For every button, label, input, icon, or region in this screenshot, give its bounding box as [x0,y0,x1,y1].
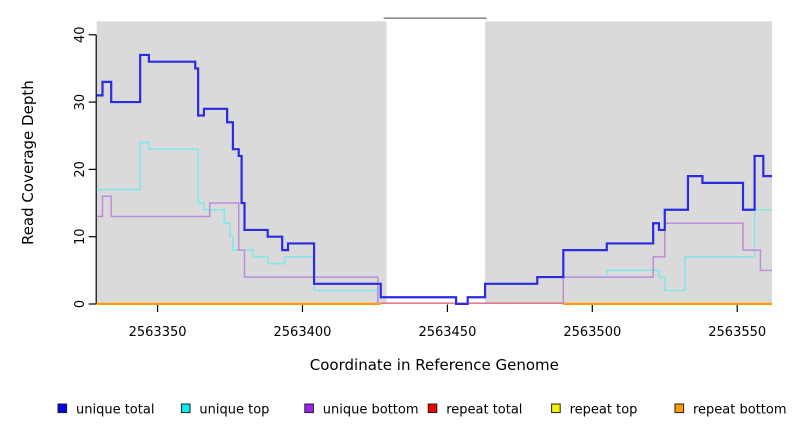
x-tick-label: 2563350 [129,325,187,340]
legend-label-unique-total: unique total [76,403,154,418]
y-tick-label: 0 [73,300,88,308]
series-unique-top [96,141,379,304]
legend-swatch-unique-bottom [304,403,314,414]
legend-label-repeat-total: repeat total [446,403,522,418]
highlight-band [386,19,486,304]
legend-label-unique-top: unique top [199,403,269,418]
x-tick-label: 2563450 [418,325,476,340]
x-axis-title: Coordinate in Reference Genome [310,356,559,374]
x-tick-label: 2563550 [708,325,766,340]
y-axis-title: Read Coverage Depth [19,80,37,245]
legend-label-unique-bottom: unique bottom [323,403,419,418]
y-tick-label: 10 [73,228,88,245]
series-unique-bottom [562,222,772,305]
y-tick-label: 30 [73,94,88,111]
legend-label-repeat-top: repeat top [570,403,638,418]
legend-swatch-repeat-total [427,403,438,414]
legend-swatch-unique-total [57,403,68,414]
legend-swatch-repeat-top [551,403,561,414]
series-unique-bottom [96,195,379,304]
y-tick-label: 20 [73,161,88,178]
x-tick-label: 2563500 [563,325,621,340]
series-unique-top [563,209,772,292]
y-tick-label: 40 [73,26,88,43]
legend-swatch-repeat-bottom [674,403,685,414]
legend-label-repeat-bottom: repeat bottom [693,403,787,418]
legend-swatch-unique-top [180,403,191,414]
x-tick-label: 2563400 [274,325,332,340]
series-unique-total [96,53,772,306]
